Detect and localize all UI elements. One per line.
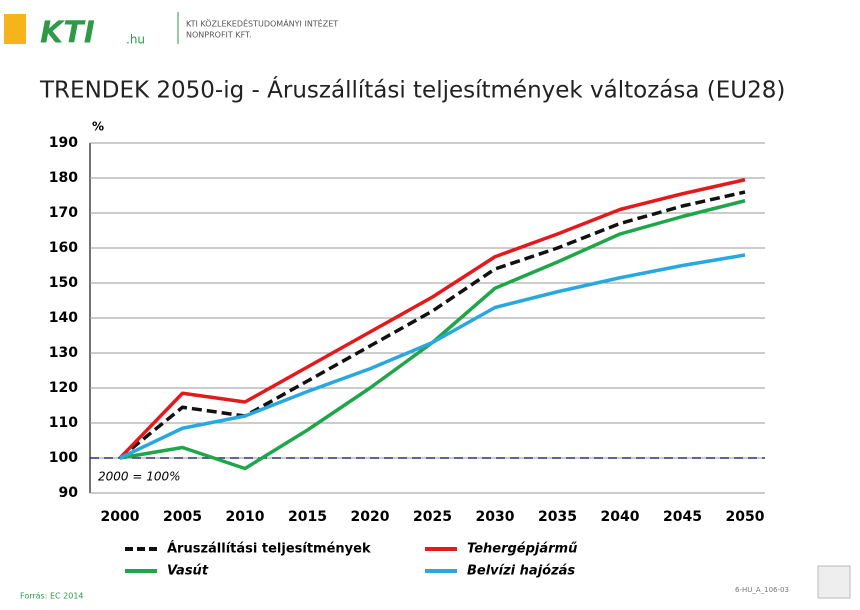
y-tick-label: 170	[49, 205, 78, 221]
y-tick-label: 130	[49, 345, 78, 361]
org-line: KTI KÖZLEKEDÉSTUDOMÁNYI INTÉZET	[186, 18, 338, 29]
x-tick-label: 2010	[226, 509, 265, 525]
legend-label: Vasút	[167, 564, 209, 579]
y-tick-label: 180	[49, 170, 78, 186]
legend-label: Belvízi hajózás	[467, 564, 575, 579]
y-unit: %	[92, 120, 104, 134]
source: Forrás: EC 2014	[20, 592, 84, 601]
y-tick-label: 90	[59, 485, 79, 501]
x-tick-label: 2035	[538, 509, 577, 525]
y-tick-label: 100	[49, 450, 78, 466]
y-tick-label: 140	[49, 310, 78, 326]
y-tick-label: 110	[49, 415, 78, 431]
annotation: 2000 = 100%	[98, 470, 181, 484]
y-tick-label: 160	[49, 240, 78, 256]
x-tick-label: 2045	[663, 509, 702, 525]
x-tick-label: 2000	[101, 509, 140, 525]
logo: KTI	[40, 16, 95, 51]
legend-label: Tehergépjármű	[467, 542, 577, 557]
org-line: NONPROFIT KFT.	[186, 31, 252, 40]
x-tick-label: 2040	[601, 509, 640, 525]
x-tick-label: 2050	[726, 509, 765, 525]
series-line	[119, 199, 746, 471]
legend-label: Áruszállítási teljesítmények	[167, 541, 371, 557]
y-tick-label: 190	[49, 135, 78, 151]
y-tick-label: 150	[49, 275, 78, 291]
series-line	[118, 190, 746, 460]
x-tick-label: 2030	[476, 509, 515, 525]
chart-title: TRENDEK 2050-ig - Áruszállítási teljesít…	[39, 76, 785, 104]
series-line	[118, 178, 746, 460]
corner-box	[817, 565, 851, 599]
y-tick-label: 120	[49, 380, 78, 396]
x-tick-label: 2020	[351, 509, 390, 525]
x-tick-label: 2005	[163, 509, 202, 525]
logo-bar	[4, 14, 26, 44]
logo-domain: .hu	[126, 33, 145, 47]
code: 6-HU_A_106-03	[735, 586, 789, 594]
x-tick-label: 2015	[288, 509, 327, 525]
x-tick-label: 2025	[413, 509, 452, 525]
series-line	[119, 253, 746, 460]
